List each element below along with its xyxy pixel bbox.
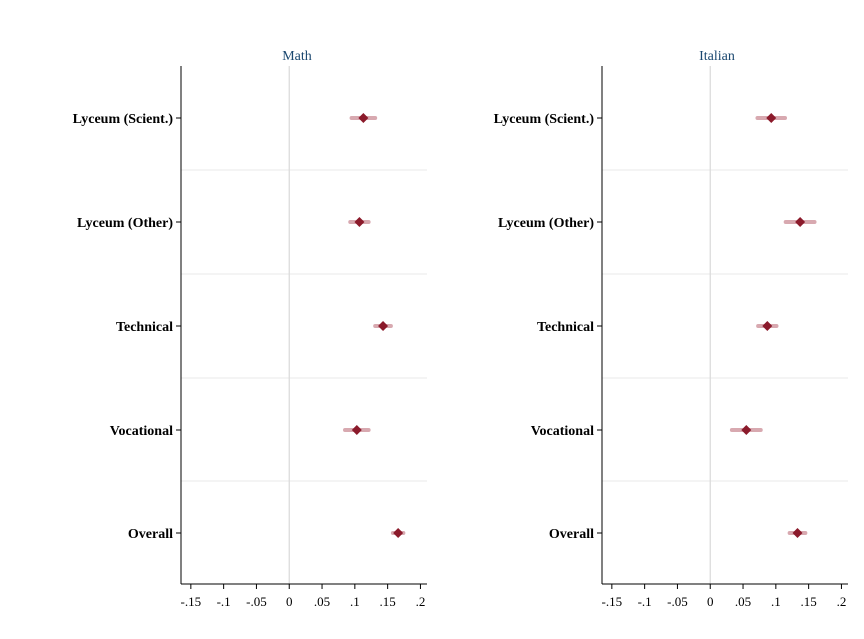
category-label: Overall <box>128 527 173 542</box>
x-tick-label: -.05 <box>246 594 267 609</box>
point-estimate <box>792 528 803 538</box>
category-label: Vocational <box>531 424 594 439</box>
x-tick-label: -.1 <box>638 594 652 609</box>
x-tick-label: -.15 <box>602 594 623 609</box>
point-estimate <box>766 113 777 123</box>
category-label: Technical <box>537 320 594 335</box>
x-tick-label: -.15 <box>181 594 202 609</box>
category-label: Lyceum (Scient.) <box>73 112 174 127</box>
point-estimate <box>741 425 752 435</box>
panel-title: Math <box>282 49 312 64</box>
panel-italian: Italian Lyceum (Scient.) Lyceum (Other) Tec… <box>494 49 848 609</box>
x-tick-label: .2 <box>416 594 426 609</box>
category-label: Lyceum (Scient.) <box>494 112 595 127</box>
panel-math: Math Lyceum (Scient.) Lyceum (Other) Techni… <box>73 49 427 609</box>
x-tick-label: 0 <box>707 594 714 609</box>
x-tick-label: 0 <box>286 594 293 609</box>
x-tick-label: .15 <box>801 594 817 609</box>
point-estimate <box>378 321 389 331</box>
point-estimate <box>354 217 365 227</box>
point-estimate <box>795 217 806 227</box>
point-estimate <box>393 528 404 538</box>
category-label: Overall <box>549 527 594 542</box>
x-tick-label: .2 <box>837 594 847 609</box>
x-tick-label: .05 <box>314 594 330 609</box>
x-tick-label: .15 <box>380 594 396 609</box>
x-tick-label: .1 <box>771 594 781 609</box>
category-label: Lyceum (Other) <box>77 216 173 231</box>
panel-title: Italian <box>699 49 735 64</box>
category-label: Vocational <box>110 424 173 439</box>
x-tick-label: .05 <box>735 594 751 609</box>
x-tick-label: -.05 <box>667 594 688 609</box>
x-tick-label: .1 <box>350 594 360 609</box>
x-tick-label: -.1 <box>217 594 231 609</box>
point-estimate <box>358 113 369 123</box>
point-estimate <box>351 425 362 435</box>
category-label: Technical <box>116 320 173 335</box>
category-label: Lyceum (Other) <box>498 216 594 231</box>
point-estimate <box>762 321 773 331</box>
